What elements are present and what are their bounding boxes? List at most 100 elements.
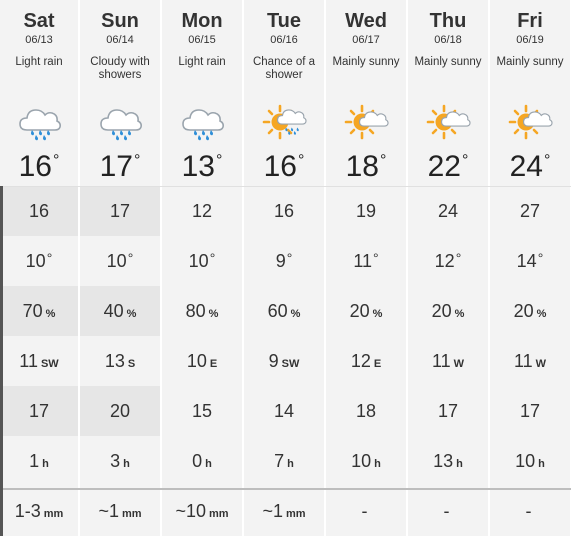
day-header: Tue 06/16 Chance of a shower 16° (244, 0, 324, 186)
precip-cell: ~10 mm (175, 501, 229, 521)
day-condition: Mainly sunny (496, 56, 564, 68)
light-rain-icon (15, 100, 63, 148)
precip-cell: - (361, 501, 368, 521)
day-name: Mon (181, 10, 223, 32)
day-high-temp: 24° (509, 150, 551, 183)
column-background (80, 0, 160, 536)
day-date: 06/16 (270, 34, 298, 46)
pop-cell: 20% (431, 301, 465, 321)
day-column-wed[interactable]: Wed 06/17 Mainly sunny 18° 19 11° 20% 12 E 18 10 h - (326, 0, 407, 536)
low-temp-cell: 12° (434, 250, 462, 271)
precip-cell: - (525, 501, 532, 521)
rain-hours-cell: 13 h (433, 451, 463, 471)
feels-like-cell: 16 (273, 201, 295, 221)
rain-hours-cell: 10 h (351, 451, 381, 471)
low-temp-cell: 11° (353, 250, 379, 271)
rain-hours-cell: 10 h (515, 451, 545, 471)
day-column-thu[interactable]: Thu 06/18 Mainly sunny 22° 24 12° 20% 11 W 17 13 h - (408, 0, 489, 536)
wind-cell: 11 W (431, 351, 465, 371)
precip-cell: ~1 mm (262, 501, 306, 521)
day-name: Tue (266, 10, 302, 32)
day-condition: Mainly sunny (414, 56, 482, 68)
feels-like-cell: 17 (80, 186, 160, 236)
pop-cell: 70% (0, 286, 78, 336)
degree-symbol: ° (461, 152, 469, 169)
low-temp-cell: 10° (25, 250, 53, 271)
degree-symbol: ° (543, 152, 551, 169)
day-condition: Chance of a shower (252, 56, 315, 81)
day-column-sat[interactable]: Sat 06/13 Light rain 16° 16 10° 70% 11 SW 17 1 h 1-3… (0, 0, 79, 536)
column-background (490, 0, 570, 536)
day-name: Wed (345, 10, 387, 32)
day-header: Sun 06/14 Cloudy with showers 17° (80, 0, 160, 186)
precip-cell: 1-3 mm (14, 501, 64, 521)
precip-divider (0, 488, 571, 490)
wind-cell: 11 W (513, 351, 547, 371)
left-edge-bar (0, 186, 3, 536)
day-name: Fri (517, 10, 543, 32)
day-high-temp: 18° (345, 150, 387, 183)
wind-cell: 12 E (350, 351, 382, 371)
wind-cell: 9 SW (268, 351, 300, 371)
feels-like-cell: 16 (0, 186, 78, 236)
mainly-sunny-icon (342, 100, 390, 148)
low-temp-cell: 10° (188, 250, 216, 271)
degree-symbol: ° (215, 152, 223, 169)
day-high-temp: 17° (99, 150, 141, 183)
pop-cell: 40% (80, 286, 160, 336)
day-high-temp: 16° (18, 150, 60, 183)
cloudy-showers-icon (96, 100, 144, 148)
column-background (0, 0, 78, 536)
pop-cell: 80% (185, 301, 219, 321)
day-column-tue[interactable]: Tue 06/16 Chance of a shower 16° 16 9° 60% 9 SW 1… (244, 0, 325, 536)
day-high-temp: 13° (181, 150, 223, 183)
day-date: 06/13 (25, 34, 53, 46)
mainly-sunny-icon (424, 100, 472, 148)
low-temp-cell: 14° (516, 250, 544, 271)
day-column-sun[interactable]: Sun 06/14 Cloudy with showers 17° 17 10° 40% 13… (80, 0, 161, 536)
day-column-mon[interactable]: Mon 06/15 Light rain 13° 12 10° 80% 10 E 15 0 h ~10 m… (162, 0, 243, 536)
feels-like-cell: 27 (519, 201, 541, 221)
precip-cell: - (443, 501, 450, 521)
low-temp-cell: 10° (106, 250, 134, 271)
wind-cell: 13 S (104, 351, 136, 371)
day-condition: Cloudy with showers (90, 56, 150, 81)
day-header: Fri 06/19 Mainly sunny 24° (490, 0, 570, 186)
pop-cell: 20% (513, 301, 547, 321)
pop-cell: 60% (267, 301, 301, 321)
degree-symbol: ° (52, 152, 60, 169)
day-header: Sat 06/13 Light rain 16° (0, 0, 78, 186)
day-column-fri[interactable]: Fri 06/19 Mainly sunny 24° 27 14° 20% 11 W 17 10 h - (490, 0, 571, 536)
feels-like-cell: 24 (437, 201, 459, 221)
gust-cell: 20 (80, 386, 160, 436)
day-name: Sun (101, 10, 139, 32)
day-high-temp: 22° (427, 150, 469, 183)
light-rain-icon (178, 100, 226, 148)
degree-symbol: ° (379, 152, 387, 169)
day-header: Mon 06/15 Light rain 13° (162, 0, 242, 186)
header-divider (0, 186, 571, 187)
day-date: 06/15 (188, 34, 216, 46)
gust-cell: 17 (0, 386, 78, 436)
day-header: Wed 06/17 Mainly sunny 18° (326, 0, 406, 186)
day-name: Thu (429, 10, 467, 32)
sun-shower-icon (260, 100, 308, 148)
day-name: Sat (23, 10, 55, 32)
gust-cell: 17 (437, 401, 459, 421)
day-date: 06/19 (516, 34, 544, 46)
gust-cell: 14 (273, 401, 295, 421)
degree-symbol: ° (297, 152, 305, 169)
degree-symbol: ° (133, 152, 141, 169)
wind-cell: 11 SW (19, 351, 59, 371)
gust-cell: 17 (519, 401, 541, 421)
column-background (326, 0, 406, 536)
column-background (162, 0, 242, 536)
column-background (408, 0, 488, 536)
day-header: Thu 06/18 Mainly sunny 22° (408, 0, 488, 186)
pop-cell: 20% (349, 301, 383, 321)
wind-cell: 10 E (186, 351, 218, 371)
